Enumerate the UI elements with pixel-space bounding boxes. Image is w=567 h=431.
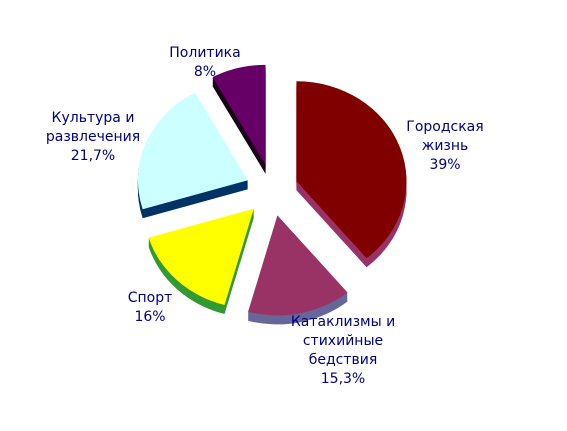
value-label: 8% [193,64,217,80]
value-label: 15,3% [320,371,366,387]
slice-label: Культура и развлечения 21,7% [18,109,168,166]
slice [212,64,266,165]
category-name: Городская жизнь [406,119,484,154]
slice [248,215,348,316]
slice [137,92,248,210]
slice-label: Политика 8% [150,44,260,82]
slice-label: Спорт 16% [110,289,190,327]
category-name: Спорт [127,290,173,306]
category-name: Катаклизмы и стихийные бедствия [290,314,396,368]
value-label: 39% [429,157,461,173]
value-label: 21,7% [70,148,116,164]
category-name: Культура и развлечения [45,110,141,145]
slice-label: Городская жизнь 39% [390,118,500,175]
category-name: Политика [169,45,241,61]
slice [296,81,407,259]
value-label: 16% [134,309,166,325]
slice-label: Катаклизмы и стихийные бедствия 15,3% [288,313,398,389]
slice [148,208,254,305]
